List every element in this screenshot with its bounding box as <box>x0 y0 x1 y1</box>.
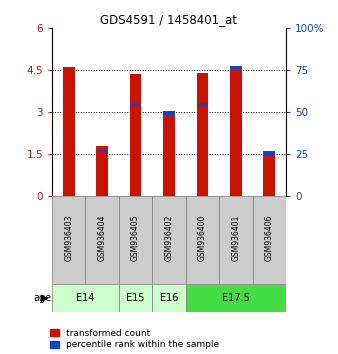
Bar <box>96 146 108 196</box>
Bar <box>52 284 119 312</box>
Text: E14: E14 <box>76 293 95 303</box>
Bar <box>63 67 75 196</box>
Bar <box>197 103 208 106</box>
Bar <box>186 196 219 284</box>
Text: GSM936406: GSM936406 <box>265 215 274 262</box>
Title: GDS4591 / 1458401_at: GDS4591 / 1458401_at <box>100 13 238 26</box>
Text: GSM936403: GSM936403 <box>64 215 73 262</box>
Bar <box>163 111 175 196</box>
Legend: transformed count, percentile rank within the sample: transformed count, percentile rank withi… <box>50 329 219 349</box>
Bar <box>186 284 286 312</box>
Bar <box>86 196 119 284</box>
Bar <box>97 149 108 153</box>
Bar <box>263 151 275 196</box>
Text: ▶: ▶ <box>41 293 49 303</box>
Bar <box>264 153 275 156</box>
Bar <box>197 73 208 196</box>
Text: E17.5: E17.5 <box>222 293 250 303</box>
Bar <box>52 196 86 284</box>
Bar <box>230 66 241 69</box>
Bar <box>130 103 141 106</box>
Text: GSM936400: GSM936400 <box>198 215 207 262</box>
Bar <box>152 284 186 312</box>
Bar <box>164 112 174 115</box>
Text: age: age <box>34 293 52 303</box>
Bar <box>152 196 186 284</box>
Bar <box>130 74 141 196</box>
Bar <box>119 196 152 284</box>
Text: GSM936405: GSM936405 <box>131 215 140 262</box>
Text: E16: E16 <box>160 293 178 303</box>
Bar <box>219 196 252 284</box>
Text: GSM936402: GSM936402 <box>165 215 173 261</box>
Bar <box>119 284 152 312</box>
Text: E15: E15 <box>126 293 145 303</box>
Text: GSM936404: GSM936404 <box>98 215 107 262</box>
Bar <box>230 66 242 196</box>
Bar <box>252 196 286 284</box>
Text: GSM936401: GSM936401 <box>231 215 240 261</box>
